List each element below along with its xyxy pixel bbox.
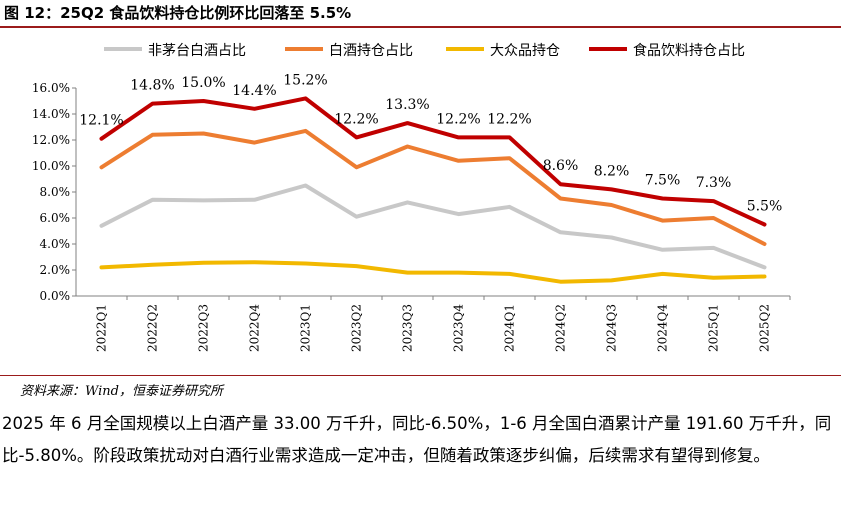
x-tick-label: 2024Q2 xyxy=(554,304,568,352)
y-tick-label: 6.0% xyxy=(40,211,71,225)
data-label: 14.8% xyxy=(130,78,174,94)
chart-axes: 0.0% 2.0% 4.0% 6.0% 8.0% 10.0% 12.0% 14.0% 16.0%… xyxy=(32,81,791,352)
chart-legend: 非茅台白酒占比 白酒持仓占比 大众品持仓 食品饮料持仓占比 xyxy=(104,42,745,59)
data-label: 8.2% xyxy=(594,163,630,179)
legend-label: 食品饮料持仓占比 xyxy=(633,42,745,59)
y-tick-label: 12.0% xyxy=(32,133,70,147)
data-label: 13.3% xyxy=(385,97,429,113)
x-tick-label: 2025Q1 xyxy=(707,304,721,352)
data-label: 12.2% xyxy=(487,111,531,127)
legend-label: 非茅台白酒占比 xyxy=(148,43,246,59)
x-tick-label: 2023Q3 xyxy=(401,304,415,352)
data-label: 5.5% xyxy=(747,199,783,215)
series-line xyxy=(99,183,767,270)
y-tick-label: 0.0% xyxy=(40,289,71,303)
data-label: 7.3% xyxy=(696,175,732,191)
data-label: 12.2% xyxy=(436,111,480,127)
source-divider xyxy=(0,375,841,376)
series-line xyxy=(99,260,767,284)
x-tick-label: 2022Q1 xyxy=(95,304,109,352)
x-tick-label: 2023Q4 xyxy=(452,304,466,352)
chart-data-labels: 12.1% 14.8% 15.0% 14.4% 15.2% 12.2% 13.3% 12.2%… xyxy=(79,72,782,214)
title-divider xyxy=(0,26,841,28)
figure-title: 图 12：25Q2 食品饮料持仓比例环比回落至 5.5% xyxy=(4,4,352,22)
data-label: 8.6% xyxy=(543,158,579,174)
x-tick-label: 2022Q3 xyxy=(197,304,211,352)
legend-label: 白酒持仓占比 xyxy=(329,43,413,59)
x-tick-label: 2022Q4 xyxy=(248,304,262,352)
series-line xyxy=(99,96,767,227)
x-tick-label: 2024Q3 xyxy=(605,304,619,352)
x-tick-label: 2023Q2 xyxy=(350,304,364,352)
chart-series xyxy=(99,96,767,284)
data-label: 15.2% xyxy=(283,72,327,88)
body-paragraph-text: 2025 年 6 月全国规模以上白酒产量 33.00 万千升，同比-6.50%，… xyxy=(2,414,832,465)
y-tick-label: 16.0% xyxy=(32,81,70,95)
series-line xyxy=(99,128,767,246)
x-tick-label: 2024Q4 xyxy=(656,304,670,352)
data-label: 7.5% xyxy=(645,173,681,189)
data-label: 14.4% xyxy=(232,83,276,99)
x-tick-label: 2022Q2 xyxy=(146,304,160,352)
y-tick-label: 4.0% xyxy=(40,237,71,251)
x-tick-label: 2025Q2 xyxy=(758,304,772,352)
source-note: 资料来源：Wind，恒泰证券研究所 xyxy=(20,384,223,399)
y-tick-label: 2.0% xyxy=(40,263,71,277)
data-label: 12.1% xyxy=(79,113,123,129)
x-tick-label: 2023Q1 xyxy=(299,304,313,352)
legend-label: 大众品持仓 xyxy=(490,43,560,59)
y-tick-label: 14.0% xyxy=(32,107,70,121)
line-chart: 非茅台白酒占比 白酒持仓占比 大众品持仓 食品饮料持仓占比 0.0% 2.0% 4.0% 6… xyxy=(32,42,791,352)
data-label: 15.0% xyxy=(181,75,225,91)
body-paragraph: 2025 年 6 月全国规模以上白酒产量 33.00 万千升，同比-6.50%，… xyxy=(2,408,838,472)
y-tick-label: 10.0% xyxy=(32,159,70,173)
x-tick-label: 2024Q1 xyxy=(503,304,517,352)
data-label: 12.2% xyxy=(334,111,378,127)
y-tick-label: 8.0% xyxy=(40,185,71,199)
